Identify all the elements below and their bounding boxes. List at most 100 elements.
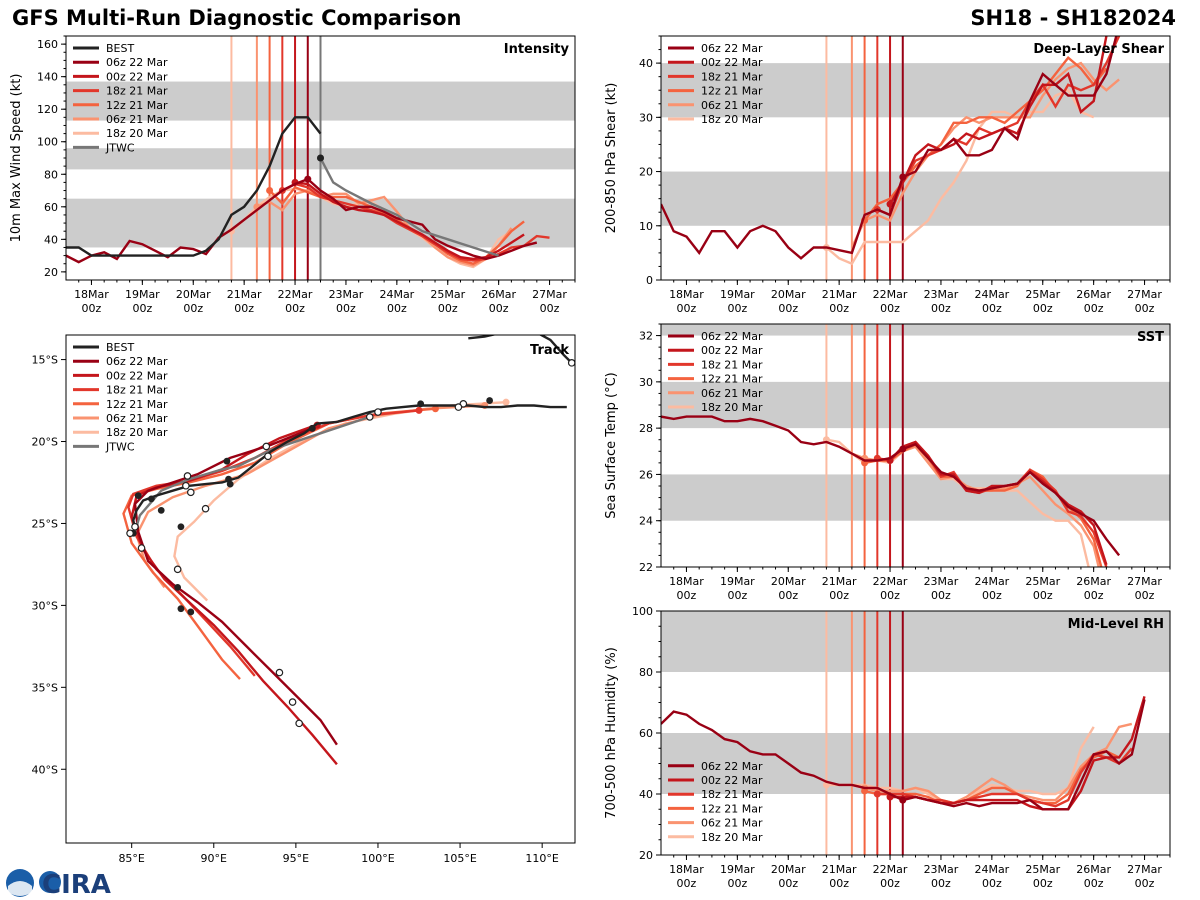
x-tick-label: 20Mar: [771, 288, 806, 301]
x-tick-label: 00z: [931, 302, 951, 315]
x-tick-label: 26Mar: [1076, 575, 1111, 588]
x-tick-label: 00z: [677, 302, 697, 315]
x-tick-label: 18Mar: [669, 288, 704, 301]
track-line: [133, 415, 371, 532]
y-axis-label: 200-850 hPa Shear (kt): [604, 83, 619, 234]
panel-sst: 22242628303218Mar00z19Mar00z20Mar00z21Ma…: [604, 323, 1171, 602]
x-tick-label: 27Mar: [1127, 288, 1162, 301]
y-axis-label: 700-500 hPa Humidity (%): [604, 647, 619, 819]
x-tick-label: 00z: [727, 589, 747, 602]
best-position-dot: [177, 523, 185, 531]
x-tick-label: 21Mar: [822, 575, 857, 588]
series-line: [256, 189, 513, 267]
noaa-wave-icon: [8, 881, 32, 896]
x-tick-label: 18Mar: [74, 288, 109, 301]
shaded-band: [661, 474, 1170, 521]
x-tick-label: 00z: [829, 877, 849, 890]
y-tick-label: 15°S: [32, 354, 58, 367]
series-line: [850, 61, 1120, 249]
x-tick-label: 19Mar: [125, 288, 160, 301]
x-tick-label: 00z: [982, 877, 1002, 890]
x-tick-label: 23Mar: [329, 288, 364, 301]
y-tick-label: 80: [639, 666, 653, 679]
storm-id: SH18 - SH182024: [970, 6, 1176, 30]
track-marker: [415, 406, 423, 414]
forecast-position-dot: [183, 472, 192, 480]
forecast-position-dot: [264, 452, 272, 461]
best-position-dot: [486, 397, 494, 404]
y-tick-label: 60: [639, 727, 653, 740]
x-tick-label: 00z: [132, 302, 152, 315]
x-tick-label: 00z: [1084, 589, 1104, 602]
x-tick-label: 24Mar: [974, 288, 1009, 301]
series-line: [825, 88, 1095, 266]
y-tick-label: 80: [44, 168, 58, 181]
panel-title: Intensity: [504, 42, 570, 57]
series-group: [661, 696, 1146, 811]
x-tick-label: 00z: [982, 589, 1002, 602]
forecast-position-dot: [201, 504, 210, 513]
series-line: [851, 722, 1133, 805]
forecast-position-dot: [182, 481, 190, 490]
x-tick-label: 00z: [778, 302, 798, 315]
legend-entry: 06z 22 Mar: [106, 56, 168, 69]
x-tick-label: 22Mar: [873, 575, 908, 588]
x-tick-label: 90°E: [201, 852, 227, 865]
cira-logo: CIRA: [6, 869, 111, 898]
panel-rh: 2040608010018Mar00z19Mar00z20Mar00z21Mar…: [604, 605, 1171, 890]
series-marker: [304, 175, 312, 183]
x-tick-label: 00z: [829, 302, 849, 315]
forecast-position-dot: [126, 529, 134, 538]
forecast-position-dot: [131, 522, 139, 531]
forecast-position-dot: [173, 565, 182, 574]
x-tick-label: 00z: [829, 589, 849, 602]
y-tick-label: 100: [37, 136, 58, 149]
y-tick-label: 20°S: [32, 436, 58, 449]
x-tick-label: 24Mar: [379, 288, 414, 301]
legend-entry: 06z 22 Mar: [106, 355, 168, 368]
plot-frame: [65, 334, 576, 844]
track-line: [468, 335, 573, 364]
globe-icon: [39, 871, 61, 893]
x-tick-label: 22Mar: [873, 863, 908, 876]
series-group: [66, 116, 550, 269]
track-marker: [431, 405, 439, 413]
panel-title: Deep-Layer Shear: [1033, 42, 1164, 57]
forecast-position-dot: [137, 544, 146, 552]
x-tick-label: 25Mar: [1025, 288, 1060, 301]
series-marker: [266, 187, 274, 195]
forecast-position-dot: [275, 668, 284, 677]
x-tick-label: 105°E: [443, 852, 476, 865]
panel-title: Track: [530, 343, 569, 358]
x-tick-label: 00z: [880, 589, 900, 602]
x-tick-label: 00z: [677, 877, 697, 890]
legend-entry: 06z 22 Mar: [701, 330, 763, 343]
y-tick-label: 32: [639, 330, 653, 343]
shaded-band: [661, 611, 1170, 672]
best-position-dot: [147, 495, 155, 503]
x-tick-label: 00z: [1084, 877, 1104, 890]
x-tick-label: 00z: [677, 589, 697, 602]
forecast-position-dot: [295, 719, 303, 728]
track-marker: [502, 398, 510, 406]
forecast-position-dot: [262, 442, 271, 451]
x-tick-label: 20Mar: [771, 863, 806, 876]
series-line: [319, 157, 499, 257]
y-tick-label: 30: [639, 111, 653, 124]
legend-entry: 12z 21 Mar: [106, 398, 168, 411]
y-tick-label: 25°S: [32, 517, 58, 530]
series-marker: [899, 445, 907, 453]
track-line: [133, 427, 338, 746]
figure-title: GFS Multi-Run Diagnostic Comparison: [12, 6, 462, 30]
x-tick-label: 25Mar: [430, 288, 465, 301]
x-tick-label: 00z: [234, 302, 254, 315]
y-tick-label: 35°S: [32, 681, 58, 694]
legend-entry: JTWC: [105, 440, 135, 453]
x-tick-label: 26Mar: [481, 288, 516, 301]
x-tick-label: 26Mar: [1076, 288, 1111, 301]
cira-logo-text: CIRA: [42, 870, 111, 898]
x-tick-label: 00z: [438, 302, 458, 315]
legend-entry: 18z 20 Mar: [701, 831, 763, 844]
x-tick-label: 27Mar: [532, 288, 567, 301]
x-tick-label: 00z: [336, 302, 356, 315]
